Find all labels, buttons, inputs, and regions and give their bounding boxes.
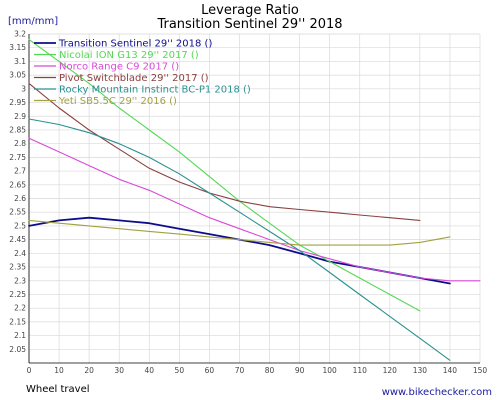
legend-label: Rocky Mountain Instinct BC-P1 2018 ()	[59, 85, 251, 96]
legend-label: Pivot Switchblade 29'' 2017 ()	[59, 73, 209, 84]
y-tick-label: 2.45	[9, 235, 26, 244]
series-lines	[28, 38, 481, 361]
y-tick-label: 2.9	[14, 112, 26, 121]
legend-label: Nicolai ION G13 29'' 2017 ()	[59, 50, 199, 61]
x-tick-label: 60	[205, 366, 215, 375]
y-tick-label: 3	[21, 84, 26, 93]
x-tick-label: 40	[144, 366, 154, 375]
y-tick-label: 2.5	[14, 221, 26, 230]
legend: Transition Sentinel 29'' 2018 ()Nicolai …	[34, 39, 251, 107]
legend-label: Yeti SB5.5C 29'' 2016 ()	[58, 96, 177, 107]
axes	[28, 34, 480, 364]
series-line-3	[28, 82, 421, 221]
y-tick-label: 2.95	[9, 98, 26, 107]
y-tick-label: 3.15	[9, 43, 26, 52]
y-tick-label: 2.7	[14, 167, 26, 176]
y-tick-label: 2.75	[9, 153, 26, 162]
grid-lines	[28, 33, 481, 363]
credit-link[interactable]: www.bikechecker.com	[382, 387, 492, 398]
x-tick-label: 130	[413, 366, 428, 375]
series-line-4	[28, 118, 451, 361]
x-tick-label: 100	[323, 366, 338, 375]
series-line-1	[28, 38, 421, 312]
y-tick-label: 2.05	[9, 345, 26, 354]
y-tick-label: 2.3	[14, 276, 26, 285]
y-tick-label: 2.1	[14, 331, 26, 340]
x-tick-label: 30	[114, 366, 124, 375]
x-tick-label: 20	[84, 366, 94, 375]
y-tick-label: 3.05	[9, 71, 26, 80]
y-unit-label: [mm/mm]	[8, 16, 58, 27]
x-tick-label: 110	[353, 366, 368, 375]
x-tick-label: 50	[175, 366, 185, 375]
y-tick-label: 2.6	[14, 194, 26, 203]
y-tick-label: 2.25	[9, 290, 26, 299]
x-tick-label: 140	[443, 366, 458, 375]
x-tick-label: 90	[295, 366, 305, 375]
y-tick-label: 2.2	[14, 304, 26, 313]
x-tick-label: 120	[383, 366, 398, 375]
legend-label: Transition Sentinel 29'' 2018 ()	[58, 39, 212, 50]
y-tick-label: 3.2	[14, 30, 26, 39]
x-tick-label: 10	[54, 366, 64, 375]
legend-label: Norco Range C9 2017 ()	[59, 62, 179, 73]
y-tick-label: 2.85	[9, 125, 26, 134]
series-line-2	[28, 137, 481, 282]
y-tick-label: 2.4	[14, 249, 26, 258]
y-tick-label: 2.8	[14, 139, 26, 148]
chart-title: Leverage Ratio	[201, 3, 299, 18]
x-axis-label: Wheel travel	[26, 384, 90, 395]
x-tick-label: 80	[265, 366, 275, 375]
y-tick-label: 2.35	[9, 263, 26, 272]
y-tick-label: 2.55	[9, 208, 26, 217]
x-tick-label: 0	[27, 366, 32, 375]
x-tick-label: 150	[473, 366, 488, 375]
series-line-5	[28, 219, 451, 246]
y-tick-label: 2.65	[9, 180, 26, 189]
chart-subtitle: Transition Sentinel 29'' 2018	[156, 17, 342, 32]
y-tick-label: 3.1	[14, 57, 26, 66]
y-tick-label: 2.15	[9, 317, 26, 326]
tick-labels: 0 10 20 30 40 50 60 70 80 90 100 110 120 130 140 150 2.0…	[9, 30, 487, 376]
x-tick-label: 70	[235, 366, 245, 375]
